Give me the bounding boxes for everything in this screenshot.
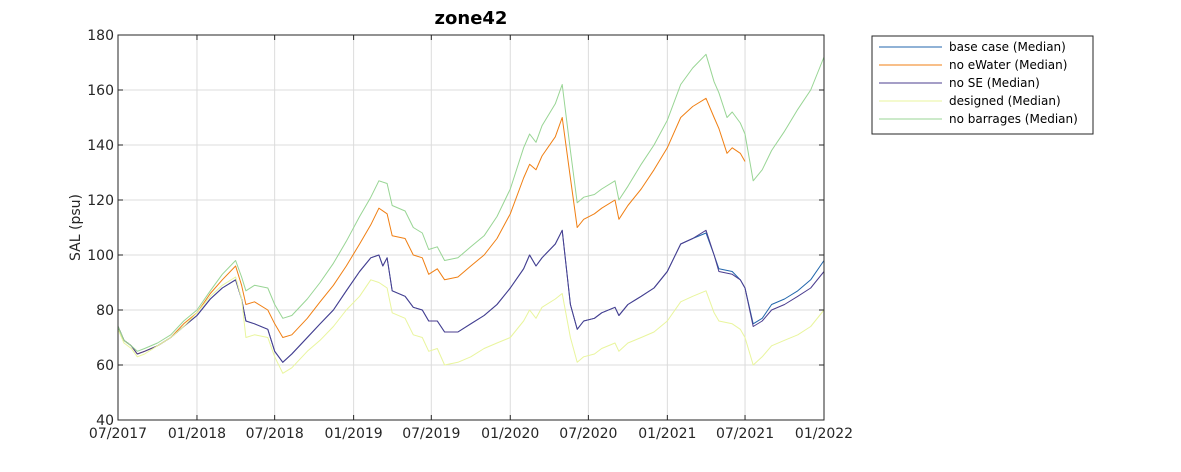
y-tick-label: 100 — [87, 248, 114, 264]
legend-entry: no eWater (Median) — [949, 58, 1067, 72]
y-tick-label: 160 — [87, 83, 114, 99]
y-tick-label: 140 — [87, 138, 114, 154]
x-tick-label: 01/2022 — [795, 426, 853, 442]
chart-title: zone42 — [435, 8, 508, 29]
legend-entry: designed (Median) — [949, 94, 1061, 108]
x-tick-label: 07/2018 — [246, 426, 304, 442]
x-tick-label: 01/2019 — [325, 426, 383, 442]
y-tick-label: 120 — [87, 193, 114, 209]
y-tick-label: 180 — [87, 28, 114, 44]
x-tick-label: 01/2020 — [481, 426, 539, 442]
legend-entry: base case (Median) — [949, 40, 1066, 54]
y-axis-ticks: 40 60 80 100 120 140 160 180 — [87, 28, 824, 429]
x-axis-ticks: 07/2017 01/2018 07/2018 01/2019 07/2019 01/20… — [89, 35, 853, 442]
legend-entry: no SE (Median) — [949, 76, 1040, 90]
axes-frame — [117, 34, 825, 421]
axes-background — [118, 35, 824, 420]
x-tick-label: 07/2017 — [89, 426, 147, 442]
series-line-4 — [117, 276, 825, 374]
x-tick-label: 07/2021 — [716, 426, 774, 442]
series-lines — [117, 53, 825, 374]
legend-box — [871, 35, 1094, 135]
x-tick-label: 01/2018 — [168, 426, 226, 442]
y-axis-label: SAL (psu) — [68, 194, 84, 261]
legend-entry: no barrages (Median) — [949, 112, 1078, 126]
x-tick-label: 07/2020 — [559, 426, 617, 442]
x-tick-label: 07/2019 — [402, 426, 460, 442]
legend: base case (Median) no eWater (Median) no S… — [871, 35, 1094, 135]
y-tick-label: 60 — [96, 358, 114, 374]
x-tick-label: 01/2021 — [638, 426, 696, 442]
series-line-2 — [117, 97, 746, 355]
y-tick-label: 80 — [96, 303, 114, 319]
y-tick-label: 40 — [96, 413, 114, 429]
series-line-5 — [117, 53, 825, 352]
